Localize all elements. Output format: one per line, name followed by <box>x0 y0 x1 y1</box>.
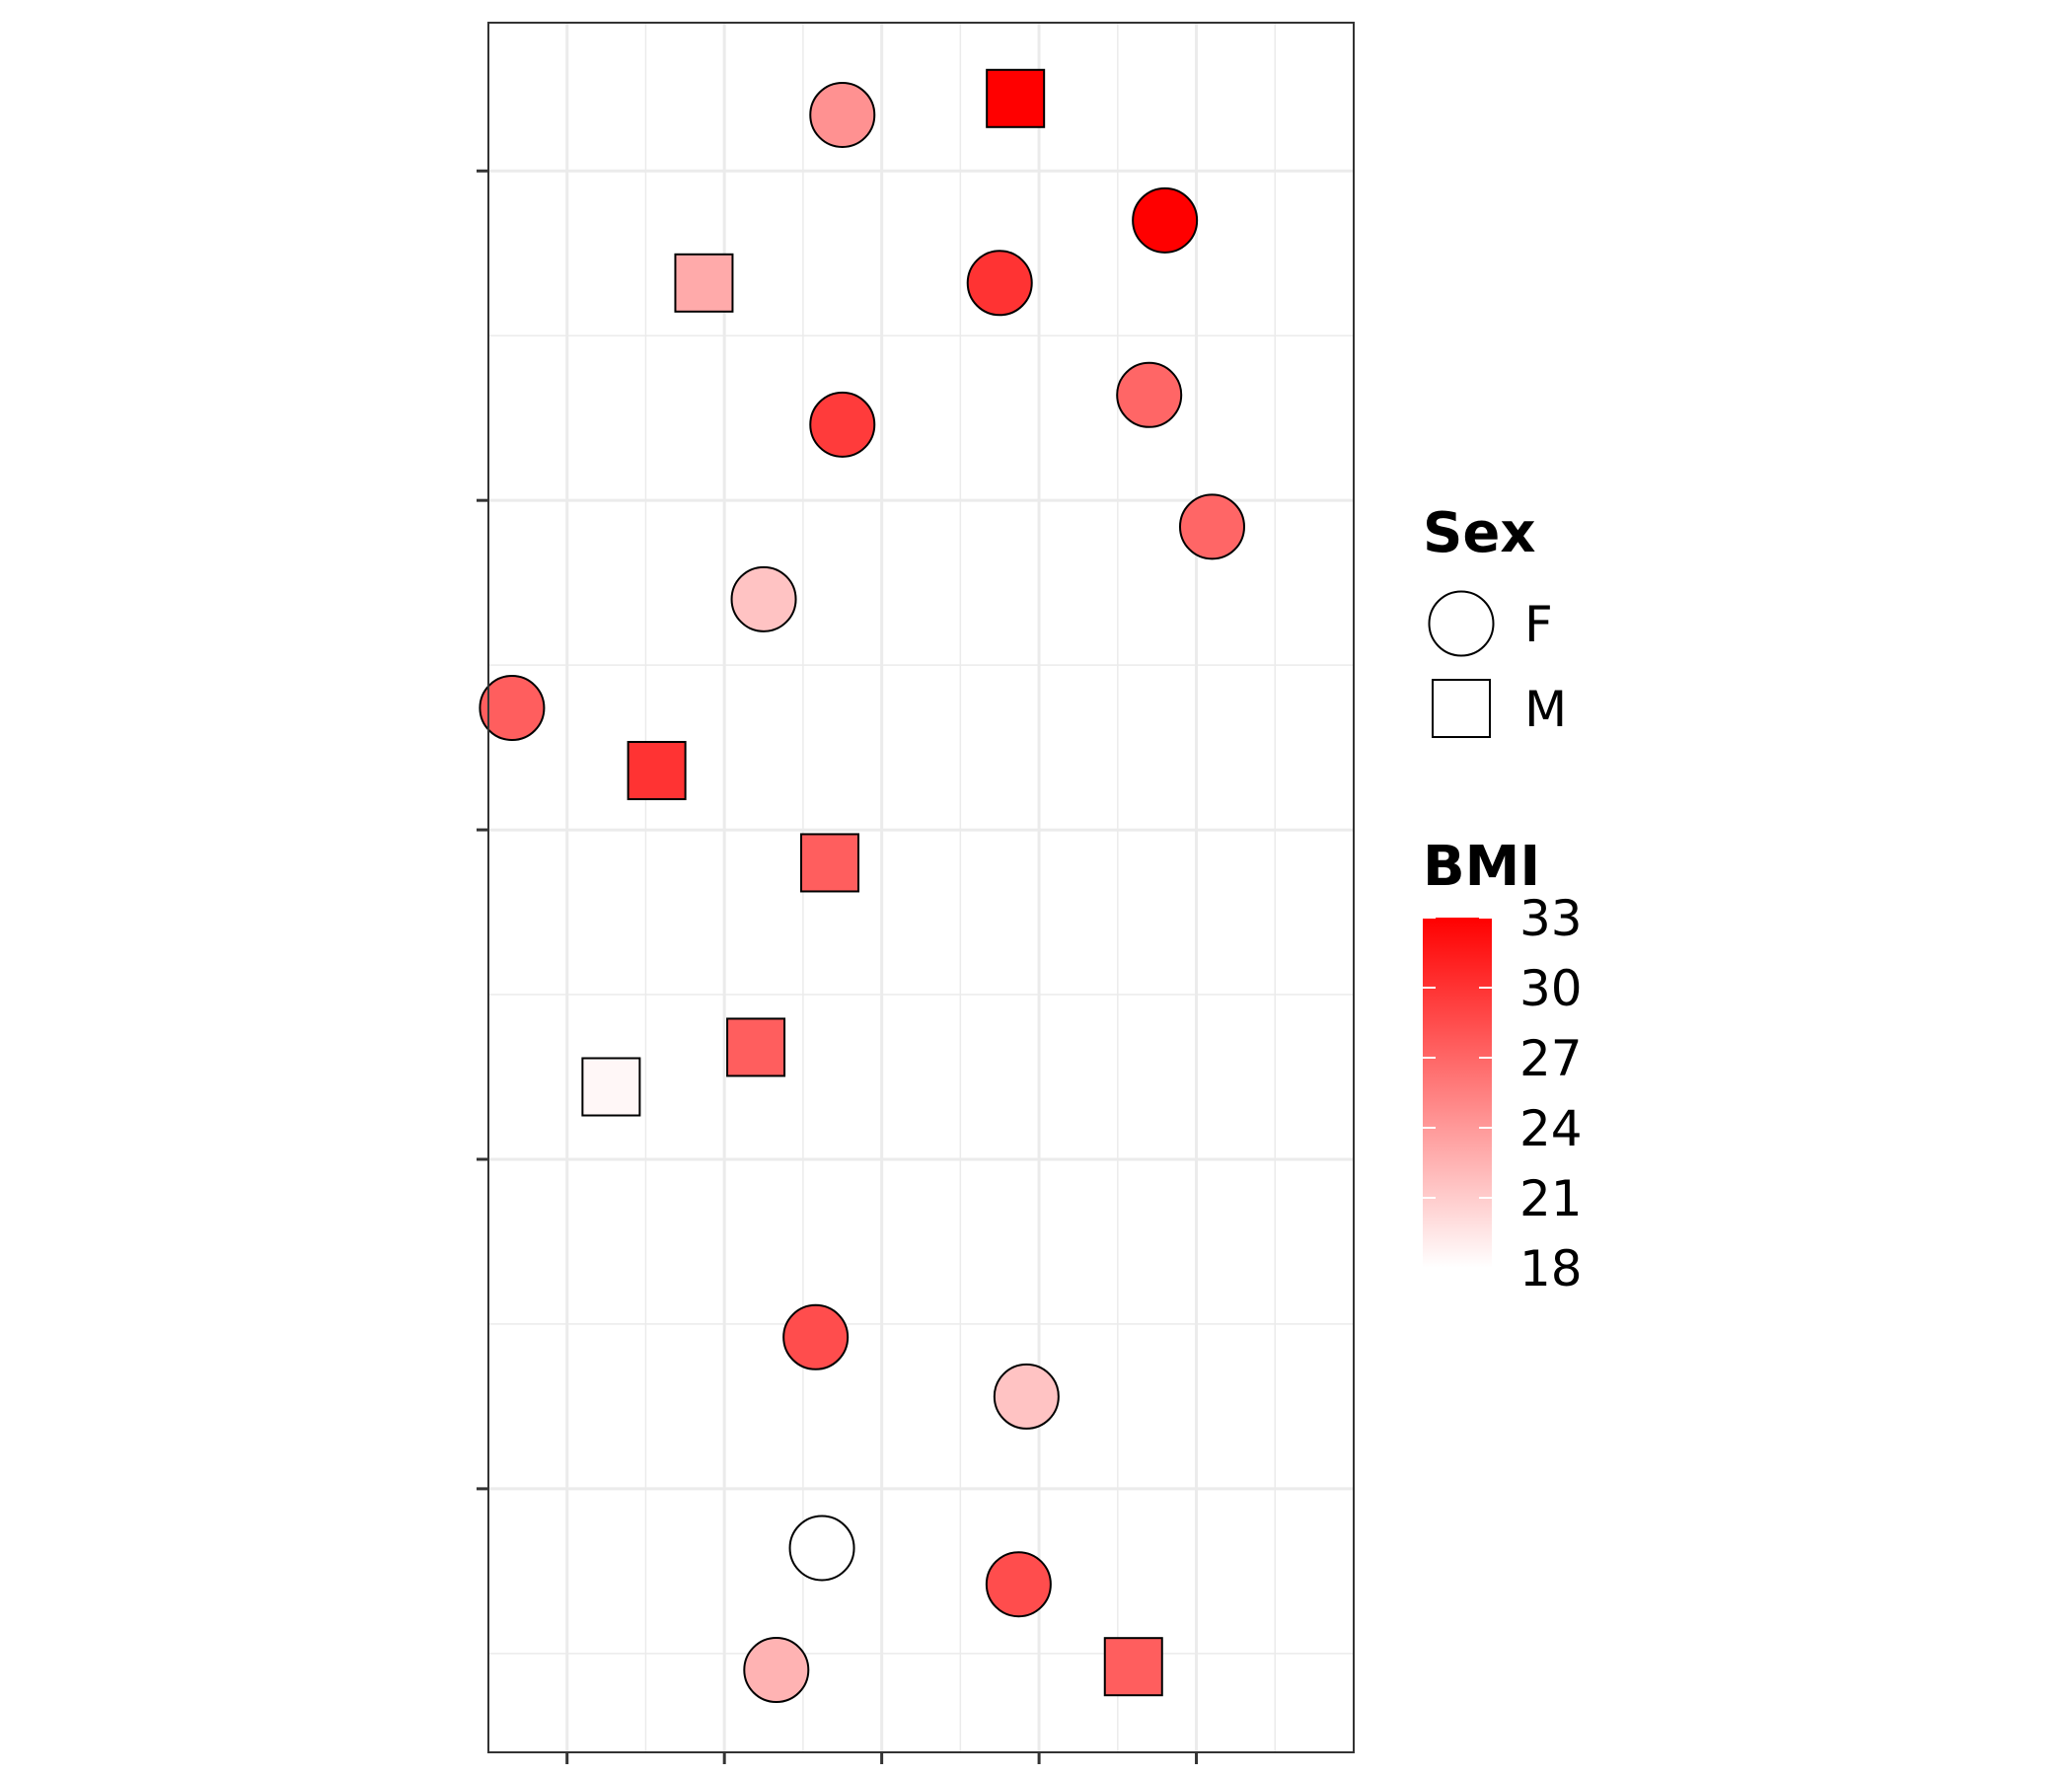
point-female <box>1132 186 1199 254</box>
point-male <box>726 1017 786 1077</box>
point-female <box>966 250 1033 317</box>
colorbar-tick-label: 24 <box>1519 1100 1583 1157</box>
bmi-colorbar <box>1423 918 1492 1268</box>
bmi-legend-title: BMI <box>1423 835 1540 899</box>
point-female <box>985 1551 1052 1618</box>
bmi-legend: BMI 33 30 27 24 21 18 <box>1423 835 1583 1297</box>
legend-label-m: M <box>1524 681 1567 738</box>
grid-minor <box>488 23 1354 1752</box>
data-points <box>479 68 1245 1704</box>
colorbar-tick-label: 33 <box>1519 890 1583 947</box>
point-male <box>627 740 687 800</box>
point-female <box>788 1515 855 1582</box>
colorbar-tick-label: 30 <box>1519 960 1583 1017</box>
panel-border <box>487 22 1355 1753</box>
point-female <box>1116 361 1183 428</box>
point-female <box>730 565 797 632</box>
colorbar-tick-label: 27 <box>1519 1030 1583 1087</box>
sex-legend-title: Sex <box>1423 501 1535 565</box>
legend-label-f: F <box>1524 596 1553 653</box>
point-male <box>1103 1637 1163 1697</box>
point-female <box>809 391 876 458</box>
point-male <box>674 253 734 313</box>
axis-ticks <box>477 169 1199 1764</box>
point-female <box>479 675 546 742</box>
point-female <box>743 1637 810 1704</box>
point-female <box>1178 493 1245 560</box>
sex-legend: Sex FM <box>1423 501 1567 738</box>
point-female <box>993 1363 1060 1430</box>
colorbar-tick-label: 18 <box>1519 1240 1583 1297</box>
point-male <box>986 68 1046 128</box>
point-male <box>800 833 860 893</box>
point-male <box>581 1057 641 1117</box>
point-female <box>782 1303 850 1370</box>
legend-key-female-circle <box>1428 590 1495 657</box>
colorbar-tick-label: 21 <box>1519 1170 1583 1227</box>
point-female <box>809 81 876 148</box>
legend-key-male-square <box>1432 679 1491 738</box>
